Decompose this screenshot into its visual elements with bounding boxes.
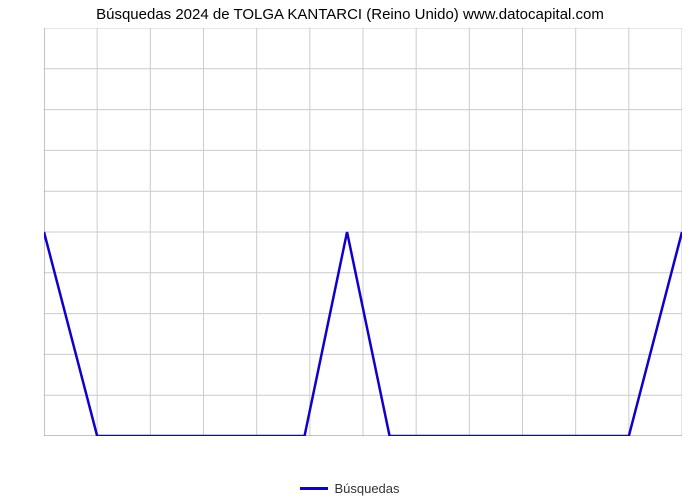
chart-plot: 0127382023 xyxy=(44,28,682,436)
chart-container: Búsquedas 2024 de TOLGA KANTARCI (Reino … xyxy=(0,0,700,500)
chart-title: Búsquedas 2024 de TOLGA KANTARCI (Reino … xyxy=(0,0,700,23)
legend-label: Búsquedas xyxy=(334,481,399,496)
legend: Búsquedas xyxy=(0,480,700,496)
legend-swatch xyxy=(300,487,328,490)
gridlines xyxy=(44,28,682,436)
